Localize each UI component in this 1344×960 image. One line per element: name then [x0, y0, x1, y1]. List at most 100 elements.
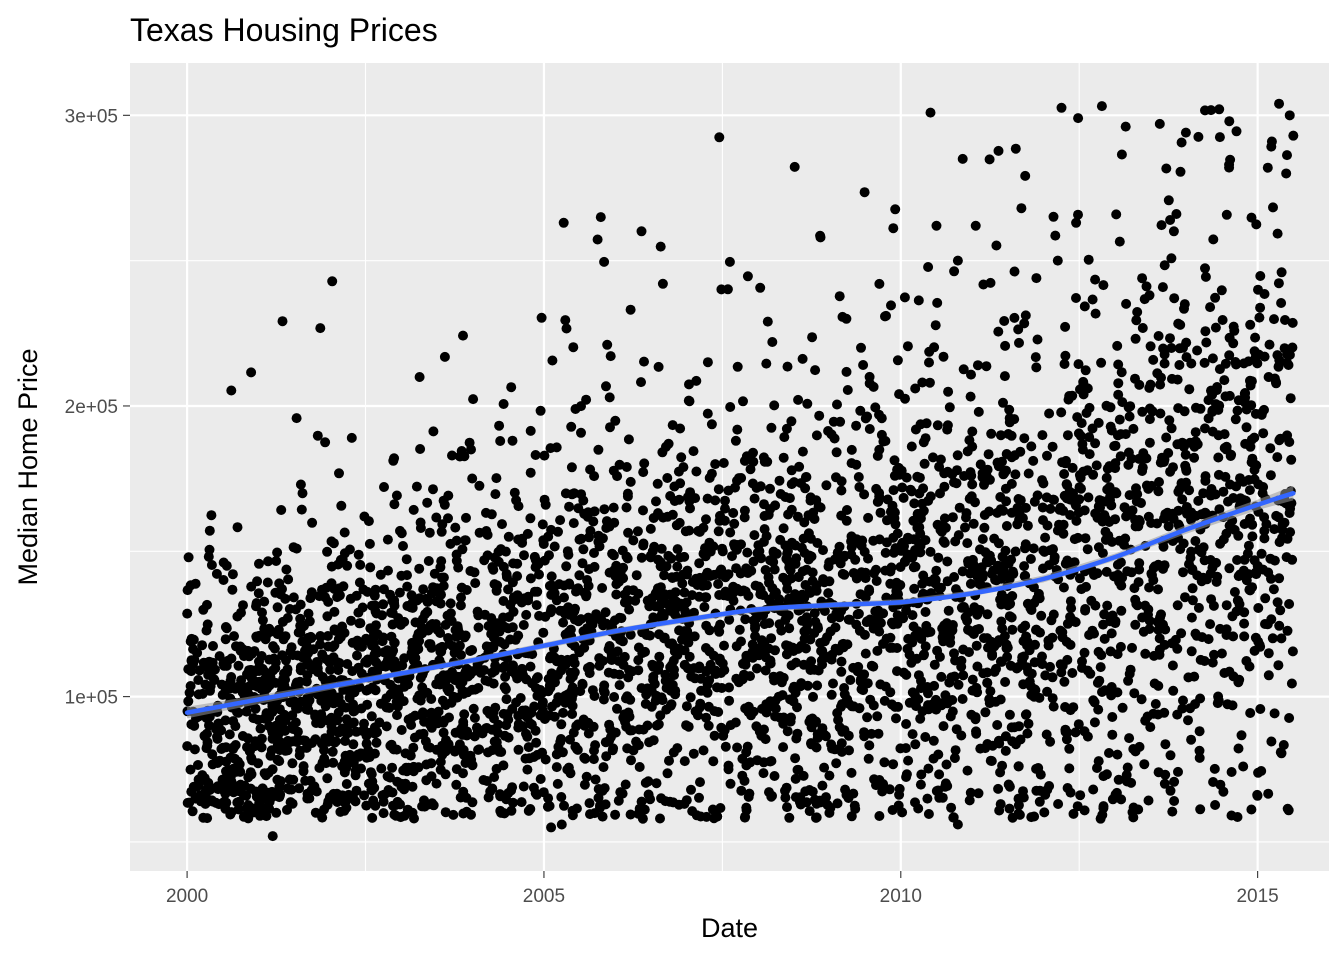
scatter-point — [189, 744, 200, 755]
scatter-point — [1030, 352, 1041, 363]
scatter-point — [1239, 631, 1250, 642]
scatter-point — [622, 691, 633, 702]
scatter-point — [495, 436, 506, 446]
scatter-point — [701, 712, 712, 723]
scatter-point — [1009, 266, 1020, 277]
scatter-point — [1007, 812, 1018, 823]
scatter-point — [1274, 435, 1285, 446]
scatter-point — [623, 527, 634, 538]
scatter-point — [804, 806, 815, 817]
scatter-point — [498, 708, 509, 719]
scatter-point — [1224, 350, 1235, 361]
scatter-point — [920, 732, 931, 742]
scatter-point — [1181, 337, 1192, 348]
scatter-point — [417, 710, 428, 721]
scatter-point — [685, 487, 696, 498]
scatter-point — [342, 659, 353, 669]
scatter-point — [590, 740, 601, 751]
scatter-point — [581, 394, 592, 405]
scatter-point — [365, 562, 376, 573]
scatter-point — [691, 466, 702, 477]
scatter-point — [982, 609, 993, 620]
scatter-point — [268, 653, 279, 664]
scatter-point — [1073, 113, 1084, 124]
scatter-point — [836, 666, 847, 677]
scatter-point — [850, 803, 861, 814]
scatter-point — [890, 204, 901, 215]
scatter-point — [220, 685, 231, 696]
scatter-point — [694, 526, 705, 537]
scatter-point — [1029, 657, 1040, 668]
scatter-point — [265, 672, 276, 683]
scatter-point — [740, 703, 751, 714]
scatter-point — [1071, 293, 1081, 303]
scatter-point — [336, 500, 347, 511]
scatter-point — [382, 534, 393, 545]
scatter-point — [982, 667, 993, 678]
scatter-point — [315, 639, 326, 650]
scatter-point — [515, 693, 526, 703]
scatter-point — [1159, 358, 1170, 369]
scatter-point — [995, 799, 1006, 810]
scatter-point — [950, 745, 961, 756]
scatter-point — [1121, 770, 1132, 780]
scatter-point — [377, 636, 388, 647]
scatter-point — [1152, 518, 1162, 529]
scatter-point — [941, 759, 952, 770]
scatter-point — [707, 804, 718, 815]
scatter-point — [795, 799, 806, 810]
scatter-point — [182, 741, 193, 752]
scatter-point — [713, 526, 724, 537]
scatter-point — [940, 690, 951, 701]
scatter-point — [979, 510, 990, 520]
scatter-point — [760, 665, 771, 676]
scatter-point — [795, 792, 806, 803]
scatter-point — [1263, 788, 1274, 799]
scatter-point — [585, 616, 596, 626]
scatter-point — [1120, 533, 1131, 544]
scatter-point — [1154, 118, 1165, 129]
scatter-point — [702, 357, 713, 368]
scatter-point — [538, 627, 549, 638]
scatter-point — [1246, 804, 1257, 815]
scatter-point — [869, 774, 880, 785]
scatter-point — [525, 804, 536, 814]
scatter-point — [940, 522, 951, 533]
scatter-point — [1255, 704, 1266, 714]
scatter-point — [1112, 687, 1123, 698]
scatter-point — [977, 572, 988, 583]
scatter-point — [879, 695, 890, 706]
scatter-point — [971, 624, 982, 635]
scatter-point — [1265, 470, 1276, 481]
scatter-point — [927, 699, 937, 710]
scatter-point — [1220, 358, 1231, 369]
scatter-point — [950, 536, 961, 547]
scatter-point — [725, 527, 736, 538]
scatter-point — [1210, 292, 1221, 303]
scatter-point — [1093, 646, 1104, 657]
scatter-point — [728, 581, 739, 592]
scatter-point — [1096, 496, 1107, 506]
scatter-point — [424, 527, 435, 538]
scatter-point — [962, 765, 973, 776]
scatter-point — [527, 678, 537, 689]
scatter-point — [944, 677, 955, 688]
scatter-point — [305, 631, 316, 642]
scatter-point — [1009, 450, 1020, 461]
scatter-point — [444, 712, 454, 723]
scatter-point — [651, 720, 662, 731]
scatter-point — [1167, 373, 1177, 384]
scatter-point — [1216, 648, 1227, 659]
scatter-point — [819, 636, 830, 647]
scatter-point — [931, 565, 942, 576]
scatter-point — [1180, 592, 1190, 603]
scatter-point — [256, 684, 267, 695]
scatter-point — [815, 230, 826, 241]
scatter-point — [281, 655, 291, 666]
scatter-point — [262, 577, 273, 588]
scatter-point — [814, 410, 825, 421]
scatter-point — [1218, 486, 1229, 497]
scatter-point — [286, 784, 297, 795]
scatter-point — [254, 797, 265, 808]
scatter-point — [862, 411, 873, 422]
